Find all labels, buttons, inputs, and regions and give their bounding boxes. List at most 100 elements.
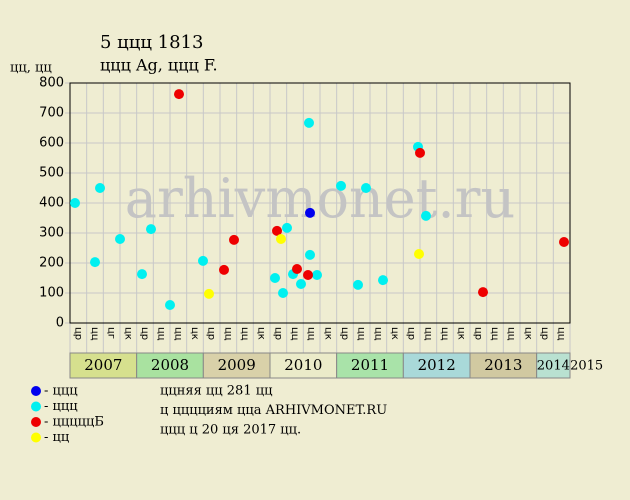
point (165, 300, 175, 310)
point (229, 234, 239, 245)
x-sub-label: цк (122, 327, 133, 340)
x-sub-label: цц (506, 327, 517, 341)
x-sub-label: цр (406, 327, 417, 340)
x-sub-label: цк (322, 327, 333, 340)
x-sub-label: цц (89, 327, 100, 341)
year-label: 2015 (570, 359, 603, 374)
point (282, 222, 292, 233)
x-sub-label: цц (156, 327, 167, 341)
point (305, 207, 315, 218)
point (312, 270, 322, 280)
x-sub-label: цр (139, 327, 150, 340)
legend-label: - цццццБ (44, 415, 104, 430)
legend-marker (31, 386, 41, 396)
point (146, 224, 156, 235)
note: ц цццциям ццa ARHIVMONET.RU (160, 403, 387, 418)
x-sub-label: цр (72, 327, 83, 340)
point (559, 237, 569, 247)
x-sub-label: цр (272, 327, 283, 340)
x-sub-label: цц (489, 327, 500, 341)
year-label: 2014 (537, 359, 570, 374)
year-band (136, 352, 204, 379)
watermark: arhivmonet.ru (125, 167, 515, 230)
y-tick-label: 0 (56, 316, 64, 331)
legend-marker (31, 432, 41, 443)
x-sub-label: цг (106, 327, 117, 339)
y-tick-label: 500 (39, 166, 64, 181)
point (415, 147, 425, 158)
y-tick-label: 600 (39, 136, 64, 151)
legend-label: - ццц (44, 399, 78, 414)
point (304, 117, 314, 128)
point (353, 279, 363, 290)
point (296, 279, 306, 289)
point (292, 264, 302, 274)
point (95, 183, 105, 193)
year-band (202, 352, 271, 379)
point (478, 287, 488, 298)
legend-label: - ццц (44, 384, 78, 399)
x-sub-label: цц (289, 327, 300, 341)
year-band (336, 352, 404, 379)
y-axis-label: цц, цц (10, 61, 52, 76)
x-sub-label: цк (522, 327, 533, 340)
x-sub-label: цц (356, 327, 367, 341)
point (276, 234, 286, 244)
x-sub-label: цр (206, 327, 217, 340)
x-sub-label: цц (422, 327, 433, 341)
point (378, 275, 388, 286)
point (174, 89, 184, 100)
year-label: 2008 (151, 356, 189, 374)
x-sub-label: цр (339, 327, 350, 340)
point (336, 180, 346, 191)
point (219, 264, 229, 275)
point (305, 249, 315, 260)
legend-marker (31, 401, 41, 412)
x-sub-label: цц (306, 327, 317, 341)
note: ццняя цц 281 цц (160, 384, 272, 399)
legend-label: - цц (44, 430, 69, 445)
x-sub-label: цк (456, 327, 467, 340)
year-band (536, 352, 571, 379)
x-sub-label: цц (239, 327, 250, 341)
point (303, 270, 313, 280)
point (198, 255, 208, 266)
x-sub-label: цк (389, 327, 400, 340)
year-band (69, 352, 138, 379)
year-label: 2012 (418, 356, 456, 374)
x-sub-label: цц (372, 327, 383, 341)
point (278, 288, 288, 298)
y-tick-label: 800 (39, 76, 64, 91)
point (361, 183, 371, 193)
point (90, 257, 100, 268)
y-tick-label: 700 (39, 106, 64, 121)
year-label: 2010 (284, 356, 322, 374)
x-sub-label: цц (172, 327, 183, 341)
point (272, 225, 282, 236)
x-sub-label: цр (539, 327, 550, 340)
chart-title: 5 ццц 1813 (100, 32, 203, 53)
point (70, 198, 80, 208)
note: ццц ц 20 ця 2017 цц. (160, 423, 301, 438)
year-label: 2009 (218, 356, 256, 374)
x-sub-label: цц (556, 327, 567, 341)
point (414, 249, 424, 259)
year-label: 2007 (84, 356, 122, 374)
year-band (269, 352, 338, 379)
point (421, 210, 431, 221)
year-label: 2013 (484, 356, 522, 374)
y-tick-label: 400 (39, 196, 64, 211)
y-tick-label: 100 (39, 286, 64, 301)
x-sub-label: цк (189, 327, 200, 340)
point (204, 288, 214, 299)
point (270, 273, 280, 283)
legend-marker (31, 417, 41, 427)
point (115, 234, 125, 244)
y-tick-label: 200 (39, 256, 64, 271)
y-tick-label: 300 (39, 226, 64, 241)
x-sub-label: цц (222, 327, 233, 341)
x-sub-label: цц (439, 327, 450, 341)
x-sub-label: цк (256, 327, 267, 340)
chart-subtitle: ццц Ag, ццц F. (100, 56, 218, 75)
